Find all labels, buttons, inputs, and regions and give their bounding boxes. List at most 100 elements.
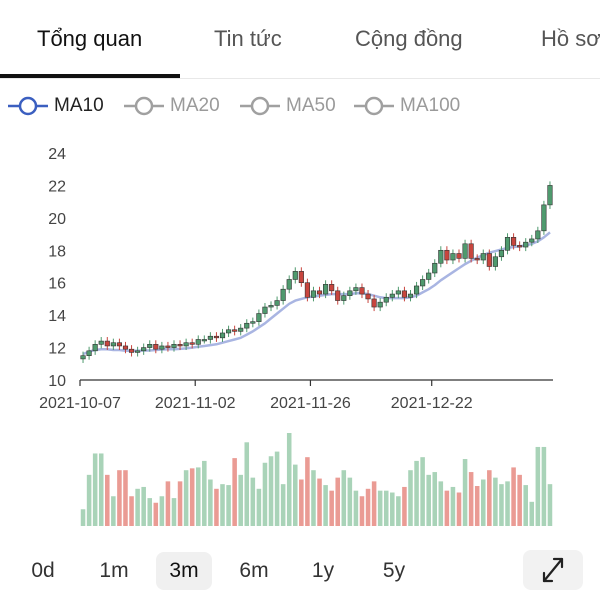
candle (426, 272, 432, 280)
candle (456, 253, 462, 259)
volume-bar (323, 485, 328, 526)
y-tick-label: 18 (48, 243, 66, 260)
candle (316, 290, 323, 295)
volume-bar (359, 496, 365, 526)
y-tick-label: 12 (48, 341, 66, 358)
candle (189, 342, 195, 345)
volume-bar (208, 479, 213, 526)
volume-bar (195, 467, 201, 526)
candle (298, 271, 304, 284)
volume-bar (220, 484, 225, 526)
x-tick-label: 2021-12-22 (391, 395, 473, 412)
volume-bar (396, 496, 401, 526)
volume-bar (480, 479, 486, 526)
volume-bar (456, 492, 462, 526)
candle (274, 300, 280, 306)
volume-bar (541, 446, 547, 526)
volume-bar (341, 470, 347, 526)
volume-bar (311, 470, 316, 526)
volume-bar (365, 488, 371, 526)
volume-bar (98, 453, 104, 526)
candle (438, 249, 444, 264)
volume-bar (226, 485, 231, 526)
candle (128, 348, 135, 353)
candle (122, 345, 129, 350)
volume-bar (511, 467, 516, 526)
volume-bar (335, 477, 340, 526)
x-tick-label: 2021-11-02 (155, 395, 236, 412)
candle (86, 350, 92, 356)
candle (195, 339, 201, 345)
active-tab-indicator (0, 74, 180, 78)
y-tick-label: 16 (48, 276, 66, 293)
volume-bar (202, 460, 207, 526)
tab-community[interactable]: Cộng đồng (355, 26, 463, 51)
y-tick-label: 14 (48, 308, 66, 325)
candle (159, 345, 165, 350)
candle (517, 245, 523, 248)
volume-bar (353, 490, 359, 526)
candle (135, 350, 141, 353)
legend-ma10-label: MA10 (54, 95, 104, 116)
candle (323, 284, 329, 295)
candle (401, 290, 408, 298)
candle (104, 340, 110, 347)
candle (256, 313, 262, 322)
y-tick-label: 10 (48, 373, 66, 390)
range-5y[interactable]: 5y (382, 559, 406, 582)
ma10-line (82, 231, 551, 356)
tab-profile[interactable]: Hồ sơ (541, 26, 600, 51)
volume-bar (450, 486, 456, 526)
tab-bar: Tổng quan Tin tức Cộng đồng Hồ sơ (0, 0, 600, 79)
volume-bar (86, 474, 92, 526)
fullscreen-button[interactable] (523, 550, 583, 590)
candle (201, 339, 207, 342)
volume-bar (390, 492, 395, 526)
tab-news[interactable]: Tin tức (214, 26, 282, 51)
volume-bar (147, 498, 153, 526)
volume-bar (493, 477, 498, 526)
candle (147, 344, 153, 348)
candle (225, 329, 232, 334)
candle (80, 355, 86, 360)
candle (165, 345, 171, 348)
tab-overview[interactable]: Tổng quan (37, 26, 143, 51)
candle (480, 253, 486, 261)
volume-bar (347, 477, 353, 526)
volume-bar (286, 433, 292, 526)
candle (262, 306, 268, 314)
volume-bar (426, 474, 431, 526)
volume-bar (183, 470, 189, 526)
y-tick-label: 22 (48, 178, 66, 195)
volume-bar (377, 490, 383, 526)
legend-ma100-icon (354, 96, 394, 116)
volume-bar (105, 474, 110, 526)
volume-bar (468, 472, 474, 526)
volume-bar (487, 470, 492, 526)
range-6m[interactable]: 6m (239, 559, 269, 582)
candle (153, 344, 159, 350)
candle (280, 288, 286, 301)
range-1m[interactable]: 1m (99, 559, 129, 582)
candle (468, 243, 474, 259)
legend-ma100-label: MA100 (400, 95, 461, 116)
price-chart[interactable]: 10 12 14 16 18 20 22 24 2021-10-07 2021-11-02 2021… (0, 135, 600, 530)
candle (329, 284, 335, 292)
volume-bar (159, 496, 165, 526)
volume-bar (499, 484, 504, 526)
volume-bar (274, 451, 280, 526)
candle (389, 293, 395, 298)
volume-bar (135, 488, 140, 526)
range-0d[interactable]: 0d (31, 559, 55, 582)
candle (462, 243, 468, 259)
candle (432, 262, 438, 274)
volume-bar (462, 459, 468, 526)
range-1y[interactable]: 1y (311, 559, 335, 582)
candle (420, 279, 426, 287)
volume-bar (505, 481, 510, 526)
y-tick-label: 20 (48, 211, 66, 228)
range-3m[interactable]: 3m (156, 552, 212, 590)
volume-bar (262, 462, 268, 526)
candle (219, 332, 226, 339)
volume-bar (141, 486, 146, 526)
